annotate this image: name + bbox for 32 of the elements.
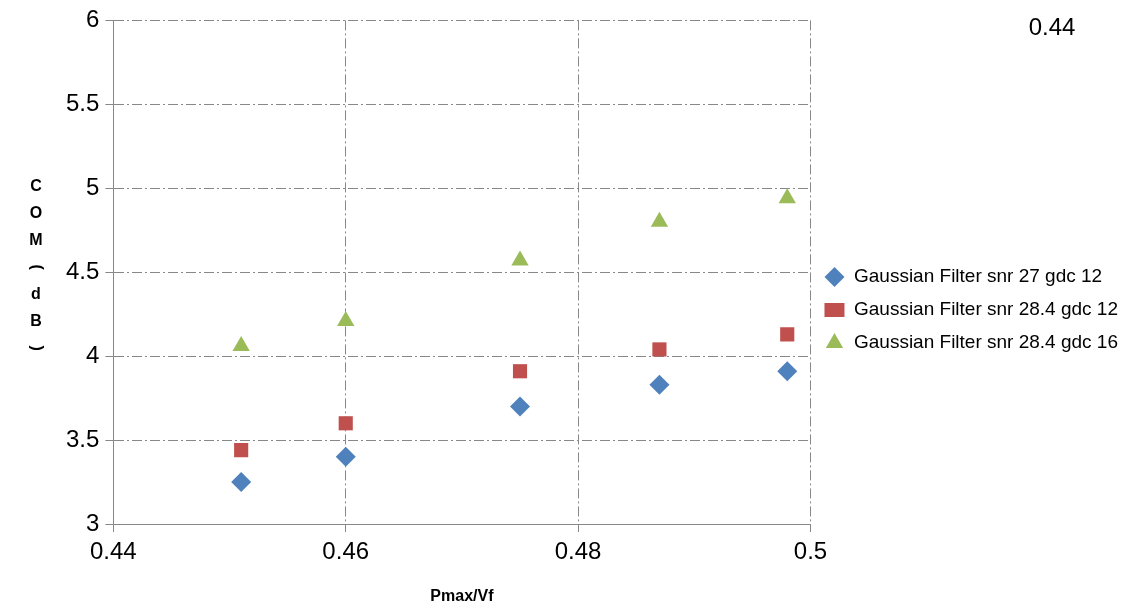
text: 0.44 (1028, 12, 1076, 40)
point (337, 310, 355, 326)
legend-label: Gaussian Filter snr 28.4 gdc 12 (853, 298, 1119, 320)
point (511, 250, 529, 266)
y-tick-label: 6 (86, 5, 100, 33)
point (650, 211, 669, 227)
x-tick-label: 0.5 (793, 537, 828, 565)
x-tick-label: 0.44 (90, 537, 137, 565)
y-tick-label: 4 (86, 340, 100, 368)
x-tick-label: 0.46 (322, 537, 370, 565)
point (232, 336, 250, 352)
point (234, 443, 249, 458)
legend-label: Gaussian Filter snr 27 gdc 12 (853, 265, 1103, 287)
point (780, 327, 795, 342)
y-axis-title: COM (dB) (28, 176, 46, 351)
point (512, 364, 528, 379)
point (649, 374, 670, 395)
point (652, 342, 667, 357)
point (777, 361, 798, 382)
y-tick-label: 5 (86, 172, 100, 200)
y-tick-label: 3 (86, 508, 100, 536)
y-tick-label: 5.5 (65, 88, 100, 116)
point (510, 396, 531, 417)
x-axis-title: Pmax/Vf (430, 586, 495, 604)
point (778, 188, 796, 204)
y-tick-label: 4.5 (65, 256, 100, 284)
legend-label: Gaussian Filter snr 28.4 gdc 16 (853, 331, 1119, 353)
point (231, 472, 252, 493)
point (335, 446, 356, 467)
point (338, 416, 353, 431)
x-tick-label: 0.48 (554, 537, 602, 565)
y-tick-label: 3.5 (65, 424, 100, 452)
